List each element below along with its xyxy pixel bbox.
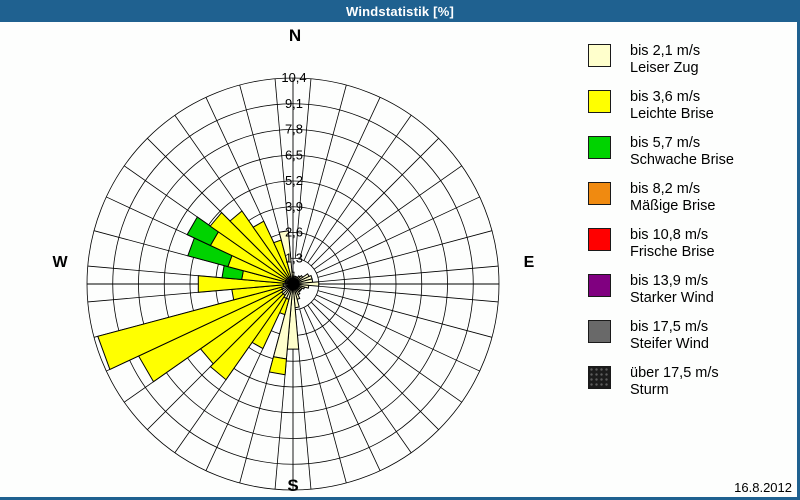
grid-spoke [317, 230, 493, 278]
legend-color-swatch [588, 274, 611, 297]
wind-petal [268, 356, 287, 376]
wind-class-legend: bis 2,1 m/s Leiser Zug bis 3,6 m/s Leichte … [588, 43, 734, 412]
title-bar: Windstatistik [%] [0, 0, 800, 22]
grid-spoke [303, 97, 381, 261]
legend-color-swatch [588, 136, 611, 159]
grid-spoke [307, 115, 412, 264]
compass-label-east: E [523, 254, 535, 271]
legend-class-text: Steifer Wind [630, 336, 709, 352]
legend-item-label: bis 10,8 m/s Frische Brise [630, 227, 715, 261]
legend-item: bis 5,7 m/s Schwache Brise [588, 135, 734, 182]
legend-speed-text: bis 17,5 m/s [630, 319, 709, 335]
radial-axis-label: 10,4 [281, 70, 306, 85]
wind-petal [278, 230, 294, 285]
grid-spoke [299, 84, 347, 260]
legend-item-label: bis 17,5 m/s Steifer Wind [630, 319, 709, 353]
grid-spoke [313, 165, 462, 270]
legend-class-text: Sturm [630, 382, 669, 398]
legend-item: bis 2,1 m/s Leiser Zug [588, 43, 734, 90]
grid-spoke [316, 196, 480, 274]
legend-class-text: Mäßige Brise [630, 198, 716, 214]
radial-axis-label: 2,6 [285, 225, 303, 240]
compass-label-north: N [288, 26, 302, 45]
legend-item: bis 10,8 m/s Frische Brise [588, 227, 734, 274]
compass-label-west: W [52, 254, 68, 271]
legend-item: bis 8,2 m/s Mäßige Brise [588, 181, 734, 228]
radial-axis-label: 7,8 [285, 122, 303, 137]
radial-axis-label: 6,5 [285, 147, 303, 162]
chart-area: 1,3 2,6 3,9 5,2 6,5 7,8 9,1 10,4 N S W E bis 2,… [0, 22, 797, 497]
grid-spoke [239, 84, 287, 260]
grid-spoke [299, 308, 347, 484]
grid-spoke [303, 307, 381, 471]
legend-item-label: bis 13,9 m/s Starker Wind [630, 273, 714, 307]
legend-class-text: Schwache Brise [630, 152, 734, 168]
legend-color-swatch [588, 320, 611, 343]
legend-class-text: Frische Brise [630, 244, 715, 260]
legend-color-swatch [588, 366, 611, 389]
legend-speed-text: über 17,5 m/s [630, 365, 719, 381]
grid-spoke [313, 298, 462, 403]
window-title: Windstatistik [%] [345, 3, 454, 19]
grid-spoke [310, 138, 439, 267]
radial-axis-label: 9,1 [285, 96, 303, 111]
legend-color-swatch [588, 228, 611, 251]
legend-speed-text: bis 5,7 m/s [630, 135, 701, 151]
legend-item-label: bis 5,7 m/s Schwache Brise [630, 135, 734, 169]
legend-item-label: bis 2,1 m/s Leiser Zug [630, 43, 700, 77]
legend-color-swatch [588, 90, 611, 113]
legend-item: bis 3,6 m/s Leichte Brise [588, 89, 734, 136]
legend-item: bis 13,9 m/s Starker Wind [588, 273, 734, 320]
radial-axis-label: 1,3 [285, 250, 303, 265]
grid-spoke [294, 78, 312, 259]
legend-speed-text: bis 3,6 m/s [630, 89, 701, 105]
legend-speed-text: bis 10,8 m/s [630, 227, 709, 243]
legend-class-text: Leiser Zug [630, 60, 699, 76]
date-label: 16.8.2012 [734, 480, 792, 495]
legend-item-label: bis 8,2 m/s Mäßige Brise [630, 181, 715, 215]
legend-speed-text: bis 13,9 m/s [630, 273, 709, 289]
wind-petal [97, 286, 283, 371]
wind-petal [186, 216, 220, 247]
legend-item-label: bis 3,6 m/s Leichte Brise [630, 89, 714, 123]
legend-item: bis 17,5 m/s Steifer Wind [588, 319, 734, 366]
radial-axis-label: 5,2 [285, 173, 303, 188]
grid-spoke [316, 294, 480, 372]
legend-item-label: über 17,5 m/s Sturm [630, 365, 719, 399]
grid-spoke [307, 304, 412, 453]
legend-speed-text: bis 2,1 m/s [630, 43, 701, 59]
wind-petal [209, 293, 286, 381]
grid-spoke [318, 285, 499, 303]
legend-color-swatch [588, 44, 611, 67]
legend-color-swatch [588, 182, 611, 205]
legend-class-text: Leichte Brise [630, 106, 714, 122]
grid-spoke [317, 290, 493, 338]
grid-spoke [318, 265, 499, 283]
legend-item: über 17,5 m/s Sturm [588, 365, 734, 412]
grid-spoke [274, 78, 292, 259]
legend-class-text: Starker Wind [630, 290, 714, 306]
grid-spoke [310, 301, 439, 430]
radial-axis-label: 3,9 [285, 199, 303, 214]
legend-speed-text: bis 8,2 m/s [630, 181, 701, 197]
wind-petal [197, 275, 284, 293]
compass-label-south: S [287, 476, 299, 495]
